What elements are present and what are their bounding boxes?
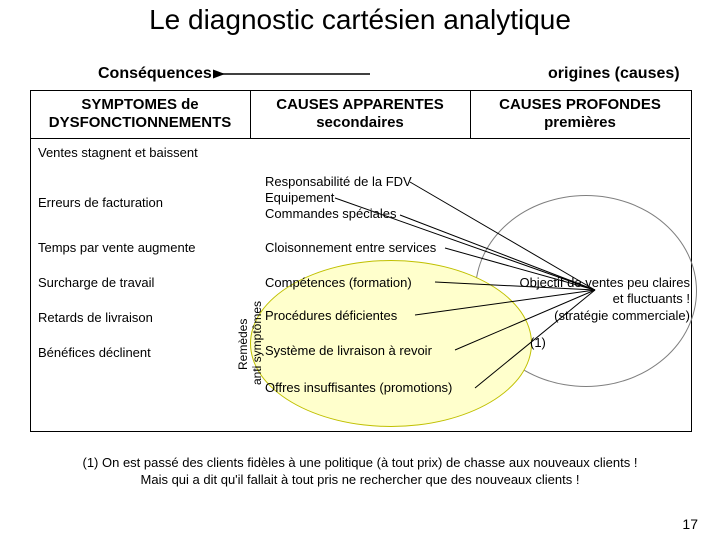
- footnote-1: (1) On est passé des clients fidèles à u…: [40, 455, 680, 470]
- right-l3: (stratégie commerciale): [554, 308, 690, 323]
- sym-temps: Temps par vente augmente: [38, 240, 196, 256]
- page-number: 17: [682, 516, 698, 532]
- mid-offres: Offres insuffisantes (promotions): [265, 380, 452, 396]
- sym-ventes: Ventes stagnent et baissent: [38, 145, 198, 161]
- vlabel-remedes: Remèdes: [236, 319, 250, 370]
- mid-procedures: Procédures déficientes: [265, 308, 397, 324]
- sym-surcharge: Surcharge de travail: [38, 275, 154, 291]
- mid-competences: Compétences (formation): [265, 275, 412, 291]
- sym-retards: Retards de livraison: [38, 310, 153, 326]
- mid-cloisonnement: Cloisonnement entre services: [265, 240, 436, 256]
- right-l1: Objectif de ventes peu claires: [519, 275, 690, 290]
- right-one: (1): [530, 335, 546, 351]
- footnote-2: Mais qui a dit qu'il fallait à tout pris…: [40, 472, 680, 487]
- mid-equipement: Equipement: [265, 190, 334, 206]
- sym-erreurs: Erreurs de facturation: [38, 195, 163, 211]
- sym-benefices: Bénéfices déclinent: [38, 345, 151, 361]
- mid-resp-fdv: Responsabilité de la FDV: [265, 174, 412, 190]
- right-l2: et fluctuants !: [613, 291, 690, 306]
- mid-commandes: Commandes spéciales: [265, 206, 397, 222]
- mid-livraison: Système de livraison à revoir: [265, 343, 432, 359]
- vlabel-anti: anti symptômes: [250, 301, 264, 385]
- right-block: Objectif de ventes peu claires et fluctu…: [500, 275, 690, 324]
